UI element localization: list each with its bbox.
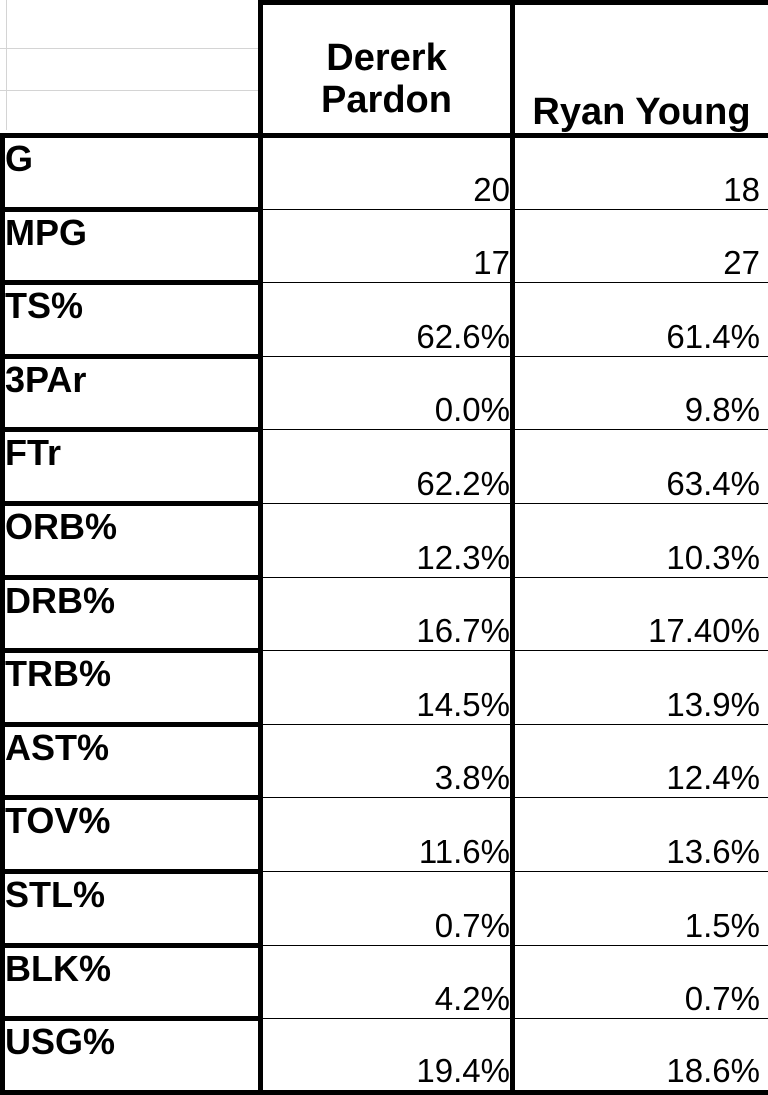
table-row: TOV%11.6%13.6%: [3, 798, 768, 872]
player-b-value-cell[interactable]: 0.7%: [513, 945, 768, 1019]
player-b-value-cell[interactable]: 12.4%: [513, 724, 768, 798]
player-a-value-cell[interactable]: 16.7%: [261, 577, 513, 651]
player-b-value-cell[interactable]: 9.8%: [513, 356, 768, 430]
stat-label-cell[interactable]: G: [3, 136, 261, 210]
stat-label-cell[interactable]: AST%: [3, 724, 261, 798]
table-row: AST%3.8%12.4%: [3, 724, 768, 798]
player-b-value-cell[interactable]: 61.4%: [513, 283, 768, 357]
player-b-value-cell[interactable]: 18: [513, 136, 768, 210]
stat-label-cell[interactable]: FTr: [3, 430, 261, 504]
table-row: DRB%16.7%17.40%: [3, 577, 768, 651]
player-a-value-cell[interactable]: 62.6%: [261, 283, 513, 357]
table-row: ORB%12.3%10.3%: [3, 503, 768, 577]
player-a-value-cell[interactable]: 11.6%: [261, 798, 513, 872]
stat-label-cell[interactable]: TOV%: [3, 798, 261, 872]
player-b-value-cell[interactable]: 18.6%: [513, 1019, 768, 1093]
stat-label-cell[interactable]: BLK%: [3, 945, 261, 1019]
stat-label-cell[interactable]: USG%: [3, 1019, 261, 1093]
player-a-value-cell[interactable]: 0.7%: [261, 871, 513, 945]
player-a-value-cell[interactable]: 12.3%: [261, 503, 513, 577]
player-b-value-cell[interactable]: 10.3%: [513, 503, 768, 577]
player-a-value-cell[interactable]: 19.4%: [261, 1019, 513, 1093]
table-row: USG%19.4%18.6%: [3, 1019, 768, 1093]
header-row: Dererk Pardon Ryan Young: [3, 3, 768, 136]
player-a-value-cell[interactable]: 0.0%: [261, 356, 513, 430]
table-row: BLK%4.2%0.7%: [3, 945, 768, 1019]
player-b-value-cell[interactable]: 63.4%: [513, 430, 768, 504]
player-a-value-cell[interactable]: 20: [261, 136, 513, 210]
player-b-value-cell[interactable]: 27: [513, 209, 768, 283]
stat-label-cell[interactable]: DRB%: [3, 577, 261, 651]
header-player-b[interactable]: Ryan Young: [513, 3, 768, 136]
player-a-value-cell[interactable]: 62.2%: [261, 430, 513, 504]
stat-label-cell[interactable]: 3PAr: [3, 356, 261, 430]
stat-label-cell[interactable]: TRB%: [3, 651, 261, 725]
stat-label-cell[interactable]: STL%: [3, 871, 261, 945]
player-a-value-cell[interactable]: 3.8%: [261, 724, 513, 798]
header-player-a-line-2: Pardon: [321, 79, 452, 121]
table-row: TS%62.6%61.4%: [3, 283, 768, 357]
table-row: STL%0.7%1.5%: [3, 871, 768, 945]
player-a-value-cell[interactable]: 14.5%: [261, 651, 513, 725]
corner-cell[interactable]: [3, 3, 261, 136]
stat-label-cell[interactable]: TS%: [3, 283, 261, 357]
player-a-value-cell[interactable]: 4.2%: [261, 945, 513, 1019]
stat-label-cell[interactable]: MPG: [3, 209, 261, 283]
stat-label-cell[interactable]: ORB%: [3, 503, 261, 577]
player-b-value-cell[interactable]: 13.9%: [513, 651, 768, 725]
table-row: TRB%14.5%13.9%: [3, 651, 768, 725]
player-b-value-cell[interactable]: 13.6%: [513, 798, 768, 872]
header-player-a-line-1: Dererk: [326, 37, 446, 79]
player-b-value-cell[interactable]: 17.40%: [513, 577, 768, 651]
player-a-value-cell[interactable]: 17: [261, 209, 513, 283]
player-b-value-cell[interactable]: 1.5%: [513, 871, 768, 945]
header-player-a[interactable]: Dererk Pardon: [261, 3, 513, 136]
